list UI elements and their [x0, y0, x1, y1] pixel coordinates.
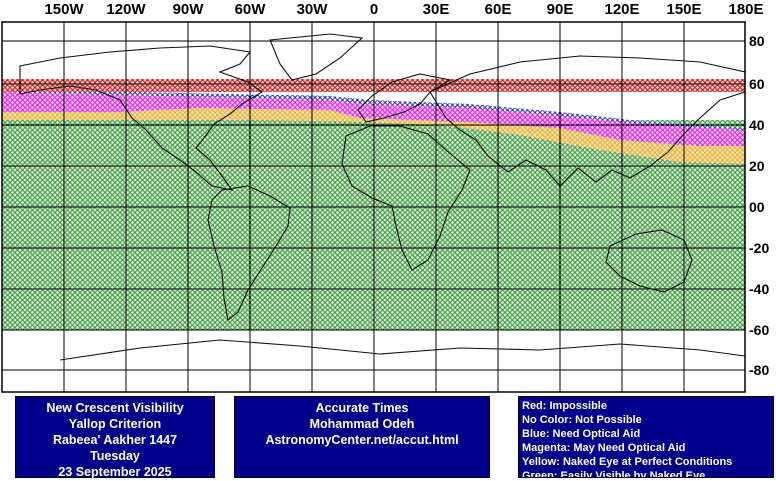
graticule — [2, 22, 745, 392]
lon-label-30e: 30E — [422, 1, 450, 18]
map-frame — [1, 21, 746, 393]
lat-label-60: 60 — [749, 76, 765, 92]
south-america-outline — [207, 185, 291, 322]
panel-title: New Crescent Visibility — [46, 401, 184, 415]
north-america-outline — [19, 45, 264, 191]
longitude-axis: 150W 120W 90W 60W 30W 0 30E 60E 90E 120E… — [0, 0, 776, 22]
blue-zone-band — [2, 88, 745, 130]
info-panel-credits: Accurate Times Mohammad Odeh AstronomyCe… — [234, 396, 490, 478]
lon-label-60w: 60W — [234, 1, 266, 18]
antarctica-outline — [59, 339, 746, 361]
lat-label-m80: -80 — [749, 362, 770, 378]
lon-label-150w: 150W — [44, 1, 84, 18]
lon-label-180e: 180E — [728, 1, 764, 18]
lat-label-m40: -40 — [749, 281, 770, 297]
legend-item-red: Red: Impossible — [522, 400, 607, 412]
lon-label-0: 0 — [369, 1, 379, 18]
legend-item-blue: Blue: Need Optical Aid — [522, 428, 641, 440]
lon-label-120e: 120E — [604, 1, 640, 18]
panel-month: Rabeea' Aakher 1447 — [52, 433, 178, 447]
legend-item-green: Green: Easily Visible by Naked Eye — [522, 470, 706, 478]
lat-label-00: 00 — [749, 199, 765, 215]
lat-label-m20: -20 — [749, 240, 770, 256]
lat-label-m60: -60 — [749, 322, 770, 338]
info-panel-title: New Crescent Visibility Yallop Criterion… — [15, 396, 215, 479]
africa-outline — [341, 125, 471, 271]
legend-item-yellow: Yellow: Naked Eye at Perfect Conditions — [522, 456, 733, 468]
panel-weekday: Tuesday — [90, 449, 140, 463]
panel-date: 23 September 2025 — [58, 465, 172, 479]
lon-label-60e: 60E — [484, 1, 512, 18]
greenland-outline — [269, 33, 364, 81]
lat-label-80: 80 — [749, 33, 765, 49]
coastlines — [19, 33, 746, 361]
legend-item-no-color: No Color: Not Possible — [522, 414, 642, 426]
australia-outline — [605, 229, 693, 293]
lat-label-40: 40 — [749, 117, 765, 133]
lat-label-20: 20 — [749, 158, 765, 174]
lon-label-90e: 90E — [546, 1, 574, 18]
asia-outline — [429, 55, 746, 187]
lon-label-150e: 150E — [666, 1, 702, 18]
lon-label-120w: 120W — [106, 1, 146, 18]
panel-criterion: Yallop Criterion — [68, 417, 162, 431]
credits-author: Mohammad Odeh — [309, 417, 415, 431]
credits-url[interactable]: AstronomyCenter.net/accut.html — [265, 433, 459, 447]
legend-item-magenta: Magenta: May Need Optical Aid — [522, 442, 686, 454]
lon-label-30w: 30W — [296, 1, 328, 18]
credits-title: Accurate Times — [315, 401, 409, 415]
lon-label-90w: 90W — [172, 1, 204, 18]
legend-panel: Red: Impossible No Color: Not Possible B… — [518, 396, 774, 478]
